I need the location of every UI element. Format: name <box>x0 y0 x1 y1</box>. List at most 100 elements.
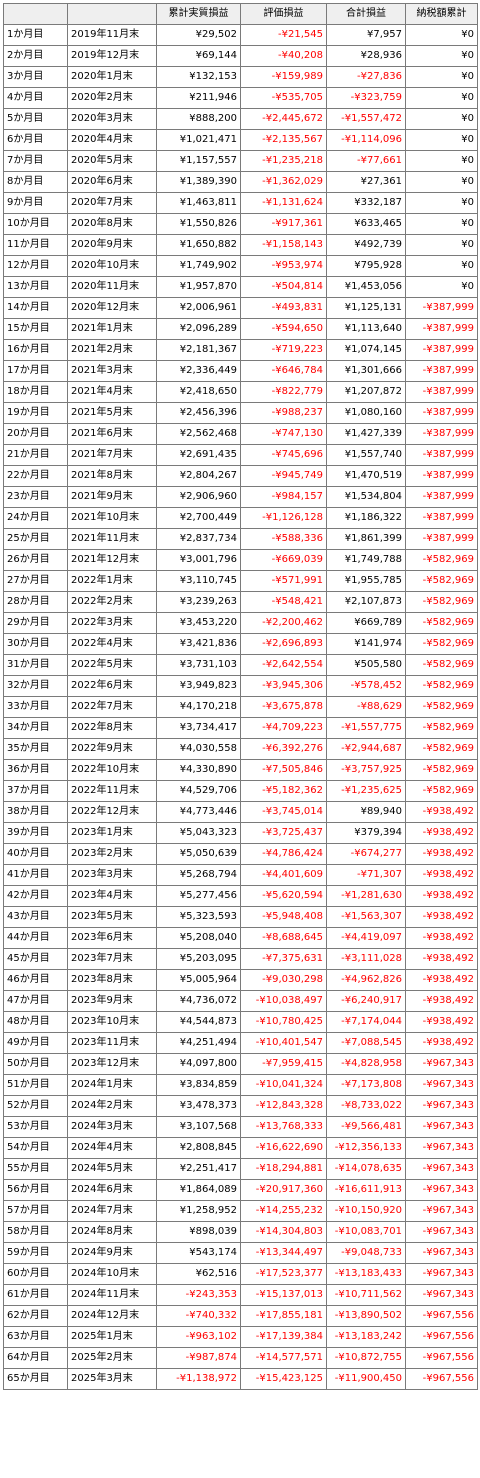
month-index-cell: 44か月目 <box>3 927 68 949</box>
tax-total-cell: -¥967,556 <box>405 1347 478 1369</box>
table-row: 12か月目 2020年10月末 ¥1,749,902 -¥953,974 ¥795,92… <box>3 255 478 277</box>
unrealized-pl-cell: -¥8,688,645 <box>240 927 327 949</box>
date-cell: 2019年11月末 <box>67 24 157 46</box>
header-realized-pl: 累計実質損益 <box>156 3 241 25</box>
tax-total-cell: ¥0 <box>405 108 478 130</box>
table-row: 30か月目 2022年4月末 ¥3,421,836 -¥2,696,893 ¥141,9… <box>3 633 478 655</box>
total-pl-cell: ¥2,107,873 <box>326 591 406 613</box>
month-index-cell: 14か月目 <box>3 297 68 319</box>
month-index-cell: 28か月目 <box>3 591 68 613</box>
total-pl-cell: -¥1,281,630 <box>326 885 406 907</box>
unrealized-pl-cell: -¥594,650 <box>240 318 327 340</box>
unrealized-pl-cell: -¥745,696 <box>240 444 327 466</box>
tax-total-cell: -¥387,999 <box>405 528 478 550</box>
total-pl-cell: ¥1,074,145 <box>326 339 406 361</box>
total-pl-cell: -¥11,900,450 <box>326 1368 406 1390</box>
date-cell: 2025年1月末 <box>67 1326 157 1348</box>
unrealized-pl-cell: -¥16,622,690 <box>240 1137 327 1159</box>
month-index-cell: 51か月目 <box>3 1074 68 1096</box>
realized-pl-cell: ¥29,502 <box>156 24 241 46</box>
realized-pl-cell: ¥5,203,095 <box>156 948 241 970</box>
unrealized-pl-cell: -¥1,126,128 <box>240 507 327 529</box>
tax-total-cell: -¥938,492 <box>405 969 478 991</box>
total-pl-cell: ¥27,361 <box>326 171 406 193</box>
date-cell: 2024年3月末 <box>67 1116 157 1138</box>
table-row: 8か月目 2020年6月末 ¥1,389,390 -¥1,362,029 ¥27,361… <box>3 171 478 193</box>
realized-pl-cell: ¥2,562,468 <box>156 423 241 445</box>
month-index-cell: 45か月目 <box>3 948 68 970</box>
date-cell: 2020年7月末 <box>67 192 157 214</box>
month-index-cell: 49か月目 <box>3 1032 68 1054</box>
tax-total-cell: -¥387,999 <box>405 444 478 466</box>
total-pl-cell: -¥10,083,701 <box>326 1221 406 1243</box>
month-index-cell: 43か月目 <box>3 906 68 928</box>
date-cell: 2020年11月末 <box>67 276 157 298</box>
unrealized-pl-cell: -¥13,344,497 <box>240 1242 327 1264</box>
month-index-cell: 38か月目 <box>3 801 68 823</box>
total-pl-cell: ¥795,928 <box>326 255 406 277</box>
unrealized-pl-cell: -¥917,361 <box>240 213 327 235</box>
realized-pl-cell: ¥1,157,557 <box>156 150 241 172</box>
realized-pl-cell: ¥2,837,734 <box>156 528 241 550</box>
table-row: 60か月目 2024年10月末 ¥62,516 -¥17,523,377 -¥13,18… <box>3 1263 478 1285</box>
date-cell: 2022年3月末 <box>67 612 157 634</box>
date-cell: 2024年9月末 <box>67 1242 157 1264</box>
table-row: 32か月目 2022年6月末 ¥3,949,823 -¥3,945,306 -¥578,… <box>3 675 478 697</box>
total-pl-cell: -¥6,240,917 <box>326 990 406 1012</box>
unrealized-pl-cell: -¥13,768,333 <box>240 1116 327 1138</box>
tax-total-cell: -¥938,492 <box>405 927 478 949</box>
month-index-cell: 18か月目 <box>3 381 68 403</box>
unrealized-pl-cell: -¥2,642,554 <box>240 654 327 676</box>
total-pl-cell: ¥141,974 <box>326 633 406 655</box>
unrealized-pl-cell: -¥15,137,013 <box>240 1284 327 1306</box>
table-body: 1か月目 2019年11月末 ¥29,502 -¥21,545 ¥7,957 ¥0 2か月目… <box>3 24 478 1390</box>
unrealized-pl-cell: -¥535,705 <box>240 87 327 109</box>
realized-pl-cell: ¥3,110,745 <box>156 570 241 592</box>
realized-pl-cell: ¥2,808,845 <box>156 1137 241 1159</box>
month-index-cell: 4か月目 <box>3 87 68 109</box>
unrealized-pl-cell: -¥953,974 <box>240 255 327 277</box>
tax-total-cell: -¥582,969 <box>405 738 478 760</box>
table-row: 31か月目 2022年5月末 ¥3,731,103 -¥2,642,554 ¥505,5… <box>3 654 478 676</box>
tax-total-cell: -¥967,343 <box>405 1221 478 1243</box>
unrealized-pl-cell: -¥719,223 <box>240 339 327 361</box>
month-index-cell: 39か月目 <box>3 822 68 844</box>
total-pl-cell: -¥3,757,925 <box>326 759 406 781</box>
realized-pl-cell: ¥2,418,650 <box>156 381 241 403</box>
table-row: 63か月目 2025年1月末 -¥963,102 -¥17,139,384 -¥13,1… <box>3 1326 478 1348</box>
realized-pl-cell: ¥4,773,446 <box>156 801 241 823</box>
table-row: 58か月目 2024年8月末 ¥898,039 -¥14,304,803 -¥10,08… <box>3 1221 478 1243</box>
table-row: 38か月目 2022年12月末 ¥4,773,446 -¥3,745,014 ¥89,9… <box>3 801 478 823</box>
date-cell: 2023年3月末 <box>67 864 157 886</box>
header-tax-total: 納税額累計 <box>405 3 478 25</box>
date-cell: 2024年2月末 <box>67 1095 157 1117</box>
total-pl-cell: -¥323,759 <box>326 87 406 109</box>
unrealized-pl-cell: -¥3,725,437 <box>240 822 327 844</box>
realized-pl-cell: ¥4,529,706 <box>156 780 241 802</box>
month-index-cell: 17か月目 <box>3 360 68 382</box>
unrealized-pl-cell: -¥14,304,803 <box>240 1221 327 1243</box>
total-pl-cell: ¥633,465 <box>326 213 406 235</box>
realized-pl-cell: ¥5,050,639 <box>156 843 241 865</box>
tax-total-cell: -¥582,969 <box>405 780 478 802</box>
table-row: 49か月目 2023年11月末 ¥4,251,494 -¥10,401,547 -¥7,… <box>3 1032 478 1054</box>
table-row: 27か月目 2022年1月末 ¥3,110,745 -¥571,991 ¥1,955,7… <box>3 570 478 592</box>
date-cell: 2022年8月末 <box>67 717 157 739</box>
date-cell: 2021年4月末 <box>67 381 157 403</box>
unrealized-pl-cell: -¥21,545 <box>240 24 327 46</box>
table-row: 57か月目 2024年7月末 ¥1,258,952 -¥14,255,232 -¥10,… <box>3 1200 478 1222</box>
date-cell: 2020年12月末 <box>67 297 157 319</box>
table-row: 40か月目 2023年2月末 ¥5,050,639 -¥4,786,424 -¥674,… <box>3 843 478 865</box>
month-index-cell: 20か月目 <box>3 423 68 445</box>
date-cell: 2024年8月末 <box>67 1221 157 1243</box>
realized-pl-cell: ¥2,691,435 <box>156 444 241 466</box>
realized-pl-cell: ¥3,421,836 <box>156 633 241 655</box>
unrealized-pl-cell: -¥571,991 <box>240 570 327 592</box>
realized-pl-cell: ¥1,864,089 <box>156 1179 241 1201</box>
realized-pl-cell: ¥3,453,220 <box>156 612 241 634</box>
realized-pl-cell: ¥62,516 <box>156 1263 241 1285</box>
tax-total-cell: -¥387,999 <box>405 402 478 424</box>
unrealized-pl-cell: -¥4,401,609 <box>240 864 327 886</box>
realized-pl-cell: -¥740,332 <box>156 1305 241 1327</box>
table-row: 61か月目 2024年11月末 -¥243,353 -¥15,137,013 -¥10,… <box>3 1284 478 1306</box>
